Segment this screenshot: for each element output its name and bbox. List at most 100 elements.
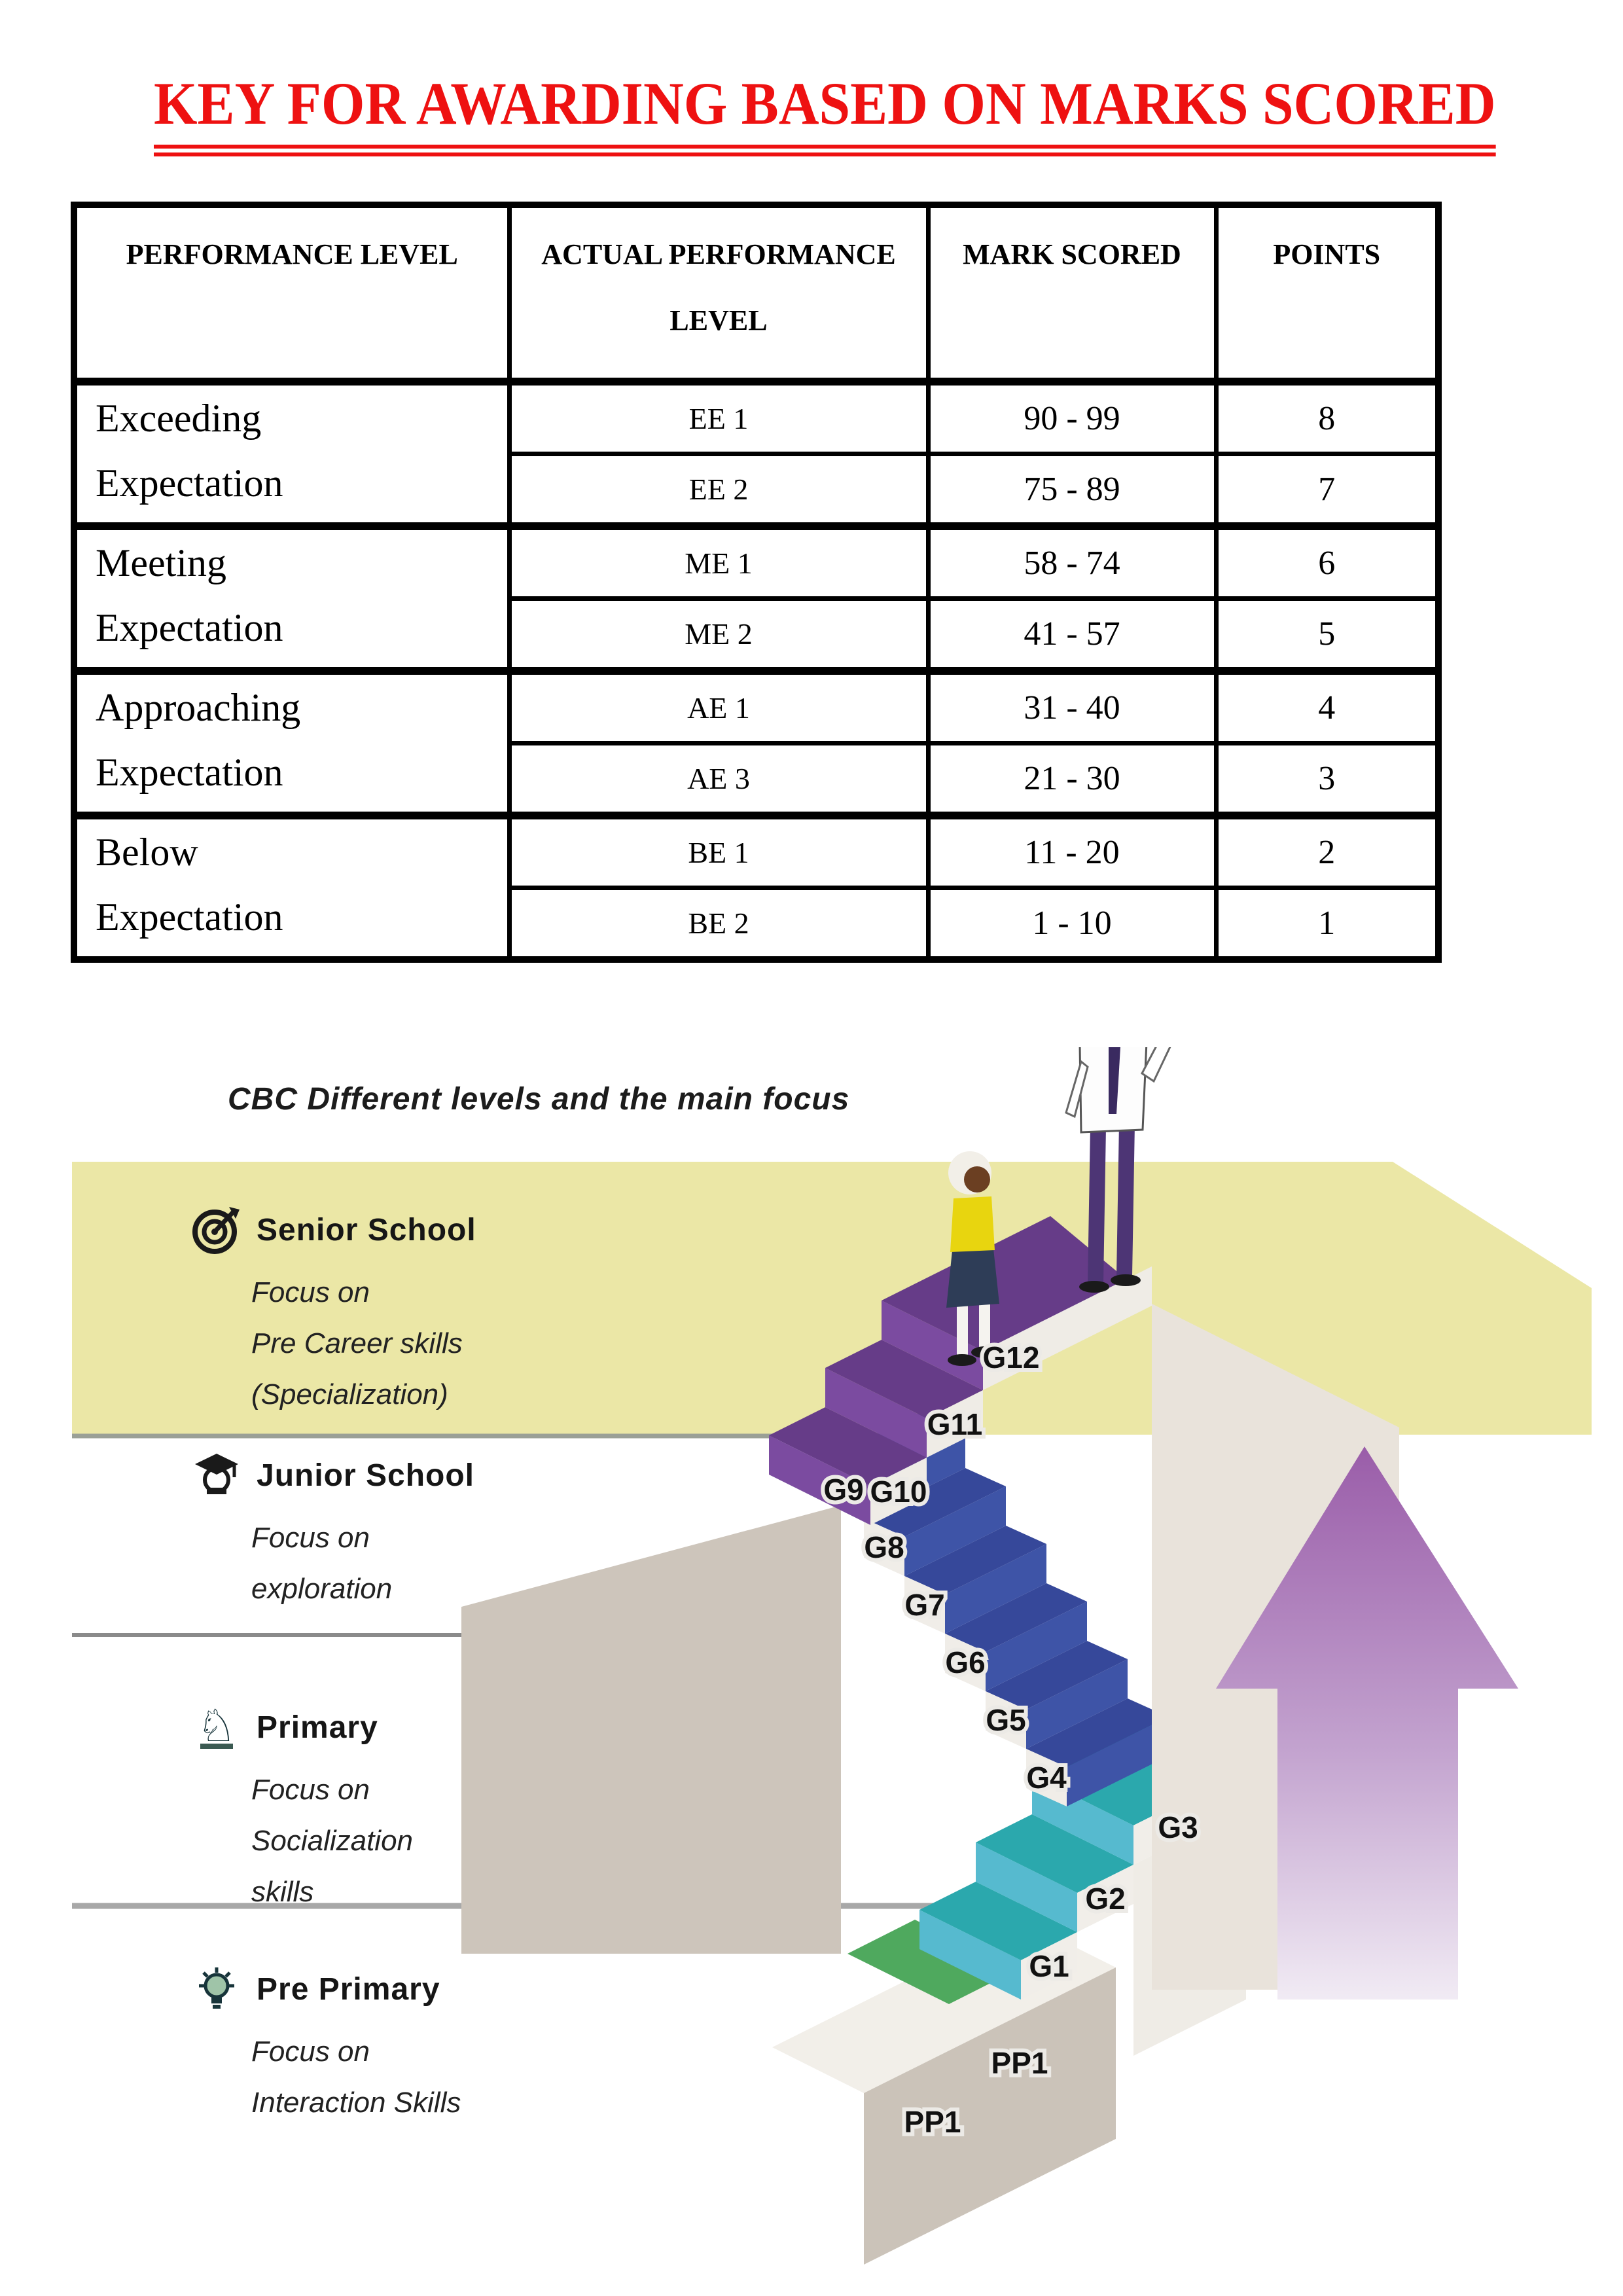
graduate-icon [195,1454,238,1494]
target-icon [192,1207,240,1254]
step-side [870,1458,927,1525]
step-tread [945,1583,1087,1652]
step-face [769,1435,870,1525]
mark-range: 58 - 74 [925,522,1219,601]
step-side [1021,1932,1077,2000]
header-mark-scored: MARK SCORED [925,202,1219,384]
step-face [919,1910,1021,2000]
grade-label-pp1-lower: PP1 [904,2105,961,2139]
step-side [986,1691,1026,1749]
points-value: 1 [1213,886,1441,962]
level-line: Below [96,831,198,874]
page-title: KEY FOR AWARDING BASED ON MARKS SCORED [154,69,1496,156]
step-tread [976,1814,1133,1893]
step-tread [986,1641,1128,1710]
actual-level: BE 2 [507,886,931,962]
pre-primary-platform [847,1920,1016,2004]
mark-range: 41 - 57 [925,596,1219,673]
points-value: 7 [1213,452,1441,529]
grade-label-g4: G4 [1026,1761,1067,1795]
level-cell-below: Below Expectation [71,812,512,962]
step-face [882,1300,983,1390]
level-line: Expectation [96,895,283,939]
grade-label-g3: G3 [1158,1810,1198,1844]
table-row: BE 2 1 - 10 1 [74,886,1441,962]
focus-line: Socialization [251,1825,414,1857]
staircase-graphic: G12 G11 G10 G9 G8 G7 G6 G5 G4 G3 G2 G1 P… [72,1047,1592,2265]
level-line: Approaching [96,686,301,729]
step-face [904,1486,1006,1576]
level-line: Expectation [96,606,283,649]
step-tread [1026,1698,1168,1767]
cbc-illustration: G12 G11 G10 G9 G8 G7 G6 G5 G4 G3 G2 G1 P… [0,1047,1623,2296]
points-value: 4 [1213,667,1441,745]
focus-line: skills [251,1876,314,1908]
mark-range: 21 - 30 [925,741,1219,818]
step-side [864,1518,904,1576]
focus-line: (Specialization) [251,1378,448,1410]
focus-line: Focus on [251,1522,370,1554]
step-face [976,1842,1077,1932]
table-row: EE 2 75 - 89 7 [74,452,1441,529]
step-face [1067,1717,1168,1806]
mark-range: 75 - 89 [925,452,1219,529]
illustration-caption: CBC Different levels and the main focus [228,1082,850,1117]
table-header-row: PERFORMANCE LEVEL ACTUAL PERFORMANCE LEV… [71,202,1441,384]
step-face [986,1602,1087,1691]
actual-level: EE 1 [507,378,931,456]
points-value: 3 [1213,741,1441,818]
step-tread [825,1340,983,1418]
girl-figure [946,1151,1000,1366]
step-side [945,1634,986,1691]
level-cell-exceeding: Exceeding Expectation [71,378,512,529]
section-senior-school: Senior School Focus on Pre Career skills… [191,1204,476,1420]
back-wall [461,1505,841,1954]
grade-label-g5: G5 [986,1703,1026,1737]
teacher-figure [1065,1047,1171,1293]
grade-label-g6: G6 [945,1645,985,1679]
section-title: Pre Primary [257,1971,440,2007]
mark-range: 1 - 10 [925,886,1219,962]
level-cell-meeting: Meeting Expectation [71,522,512,673]
grade-label-pp1-upper: PP1 [991,2046,1048,2080]
header-points: POINTS [1213,202,1441,384]
actual-level: ME 1 [507,522,931,601]
pp-block-front [864,1967,1116,2265]
points-value: 8 [1213,378,1441,456]
step-tread [904,1526,1046,1594]
level-line: Expectation [96,461,283,505]
focus-line: Focus on [251,2036,370,2068]
step-side [904,1576,945,1634]
table-row: ME 2 41 - 57 5 [74,596,1441,673]
points-value: 6 [1213,522,1441,601]
table-row: AE 3 21 - 30 3 [74,741,1441,818]
step-side [983,1266,1152,1390]
grade-label-g7: G7 [904,1588,944,1622]
step-tread [864,1468,1006,1537]
step-tread [919,1882,1077,1960]
focus-line: Focus on [251,1276,370,1308]
level-line: Expectation [96,751,283,794]
mark-range: 90 - 99 [925,378,1219,456]
table-row: Below Expectation BE 1 11 - 20 2 [71,812,1441,962]
grade-label-g8: G8 [864,1530,904,1564]
section-title: Senior School [257,1212,476,1247]
step-face [825,1368,927,1458]
header-actual-performance-level: ACTUAL PERFORMANCE LEVEL [507,202,931,384]
level-cell-approaching: Approaching Expectation [71,667,512,818]
bulb-icon [199,1967,234,2009]
section-title: Primary [257,1710,378,1745]
level-line: Exceeding [96,397,262,440]
table-row: Exceeding Expectation EE 1 90 - 99 8 [71,378,1441,529]
knight-icon: ♘ [197,1702,237,1752]
section-title: Junior School [257,1458,475,1493]
grade-label-g12: G12 [983,1340,1040,1374]
header-performance-level: PERFORMANCE LEVEL [71,202,512,384]
mark-range: 31 - 40 [925,667,1219,745]
focus-line: Focus on [251,1774,370,1806]
step-side [1077,1865,1133,1932]
level-line: Meeting [96,541,226,584]
step-face [1026,1659,1128,1749]
mark-range: 11 - 20 [925,812,1219,890]
